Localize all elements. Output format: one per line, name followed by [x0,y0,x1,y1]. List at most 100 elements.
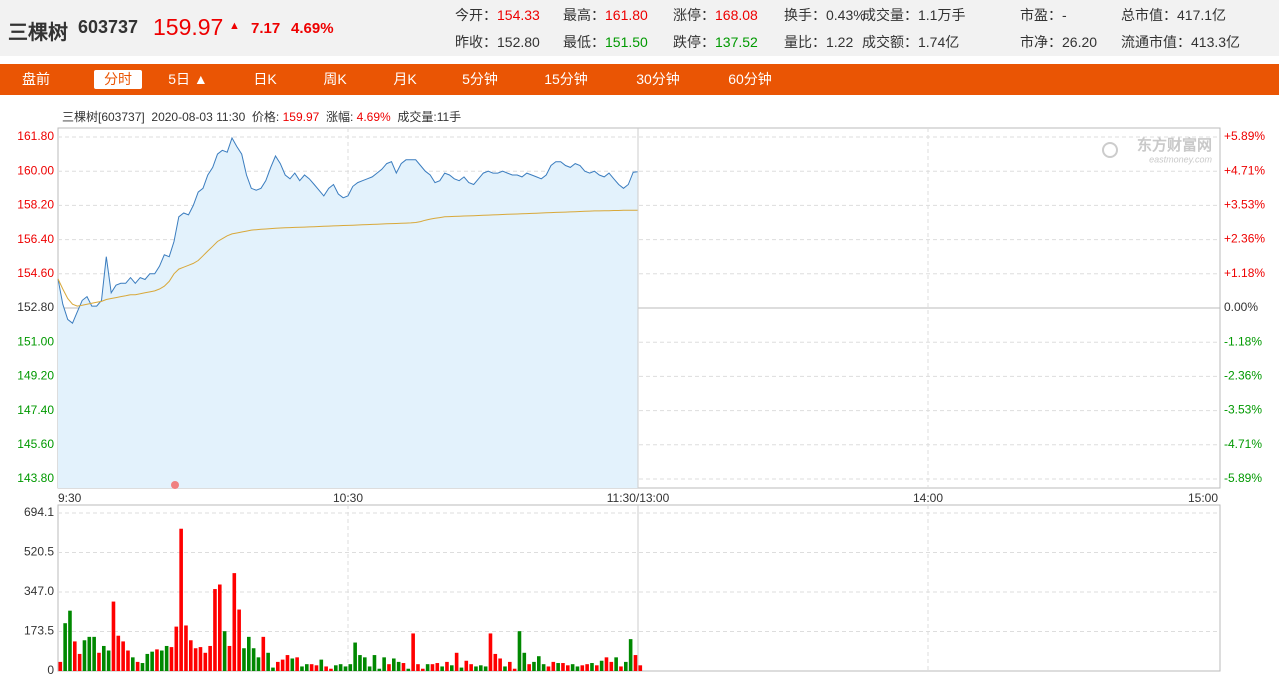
watermark-logo [1102,142,1118,158]
y2-tick-label: -4.71% [1224,437,1262,451]
volume-bar [387,664,391,671]
volume-bar [329,668,333,671]
stat: 今开：154.33 [455,5,540,25]
volume-bar [498,658,502,671]
stat-value: 168.08 [715,7,758,23]
volume-bar [450,665,454,671]
info-pct-label: 涨幅: [325,110,354,124]
price-line [57,136,639,325]
stat-label: 昨收： [455,34,497,50]
stat-value: 413.3亿 [1191,34,1241,50]
stat: 量比：1.22 [784,32,853,52]
volume-bar [609,661,614,671]
volume-bar [271,667,275,671]
volume-bar [363,657,367,671]
volume-bar [440,666,444,671]
tab[interactable]: 60分钟 [728,71,772,87]
volume-bar [614,657,618,671]
info-time: 2020-08-03 11:30 [151,110,246,124]
volume-bar [73,641,77,671]
y-tick-label: 156.40 [17,232,54,246]
volume-bar [595,665,599,671]
stat-value: 152.80 [497,34,540,50]
stat: 换手：0.43% [784,5,866,25]
volume-bar [372,655,377,671]
volume-bar [338,664,343,671]
tab[interactable]: 日K [253,71,277,87]
volume-bar [256,657,261,671]
volume-bar [527,664,531,671]
volume-bar [334,665,338,671]
volume-bar [155,649,159,671]
x-tick-label: 15:00 [1188,491,1218,505]
tab[interactable]: 30分钟 [636,71,680,87]
volume-bar [150,651,154,671]
y-tick-label: 160.00 [17,163,54,177]
volume-bar [459,667,464,671]
volume-bar [208,645,212,671]
volume-bar [483,666,488,671]
tab[interactable]: 月K [393,71,417,87]
y-tick-label: 347.0 [24,584,54,598]
y-tick-label: 149.20 [17,369,54,383]
stat-value: 151.50 [605,34,648,50]
stat-label: 涨停： [673,7,715,23]
volume-bar [111,601,116,671]
volume-bar [266,652,270,671]
volume-bar [309,664,314,671]
stat: 最低：151.50 [563,32,648,52]
tab-bar: 盘前 分时 5日 ▲ 日K 周K 月K 5分钟 15分钟 30分钟 60分钟 [0,64,1279,95]
tab[interactable]: 5分钟 [462,71,498,87]
volume-bar [121,641,125,671]
change: 7.17 [251,20,281,37]
volume-bar [174,626,179,671]
volume-bar [488,633,493,671]
volume-bar [590,663,594,671]
volume-bar [599,660,604,671]
volume-bar [508,661,512,671]
volume-bar [300,666,304,671]
tab[interactable]: 分时 [94,70,142,89]
volume-bar [479,665,483,671]
x-tick-label: 11:30/13:00 [607,491,670,505]
y2-tick-label: -5.89% [1224,471,1262,485]
event-marker [171,481,179,489]
volume-frame [57,504,1221,672]
watermark-name: 东方财富网 [1137,136,1212,154]
volume-bar [280,659,285,671]
tab[interactable]: 周K [323,71,347,87]
tab[interactable]: 盘前 [22,71,50,87]
volume-bar [580,665,585,671]
volume-bar [348,664,353,671]
volume-bar [68,610,72,671]
stat-label: 成交额： [862,34,918,50]
volume-bar [435,663,440,671]
y2-tick-label: +3.53% [1224,198,1265,212]
stat-value: 1.22 [826,34,854,50]
volume-bar [556,663,560,671]
x-tick-label: 9:30 [58,491,82,505]
volume-bar [218,584,222,671]
volume-bar [541,664,546,671]
y-tick-label: 143.80 [17,471,54,485]
tab[interactable]: 15分钟 [544,71,588,87]
y2-tick-label: +1.18% [1224,266,1265,280]
y2-tick-label: +2.36% [1224,232,1265,246]
volume-bar [537,656,541,671]
volume-bar [401,663,406,671]
volume-bar [628,639,633,671]
volume-bar [261,636,266,671]
volume-bar [184,625,188,671]
volume-bar [411,633,415,671]
volume-bar [169,647,174,671]
volume-bar [619,666,623,671]
volume-bar [314,665,319,671]
volume-bar [474,666,478,671]
y2-tick-label: -2.36% [1224,369,1262,383]
tab[interactable]: 5日 ▲ [168,71,208,87]
volume-bar [126,650,130,671]
volume-bar [633,655,638,671]
stat-label: 总市值： [1121,7,1177,23]
y-tick-label: 0 [47,663,54,677]
